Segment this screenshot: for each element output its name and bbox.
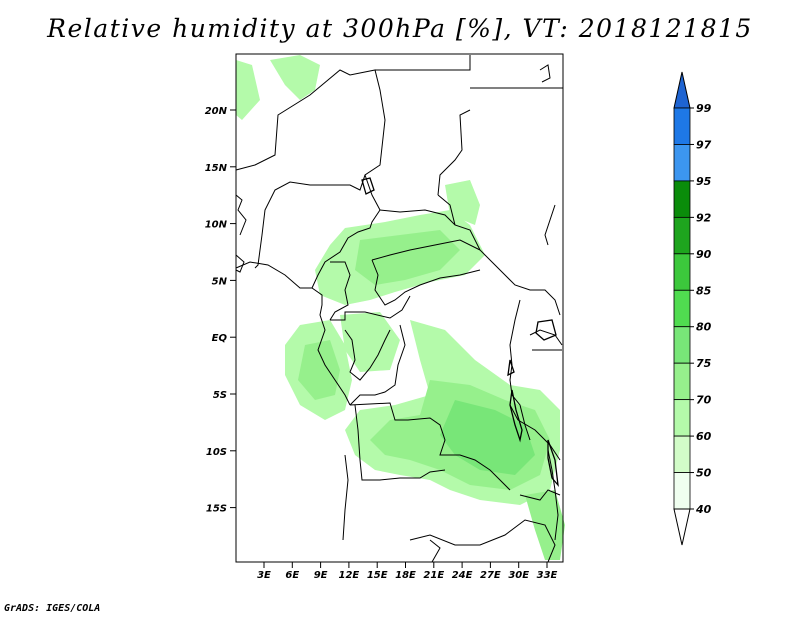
border-line bbox=[342, 454, 349, 541]
coast-north bbox=[539, 64, 551, 83]
border-line bbox=[371, 259, 481, 306]
border-line bbox=[379, 209, 561, 316]
humidity-patch bbox=[298, 340, 340, 400]
border-line bbox=[329, 261, 351, 321]
lat-label: 15S bbox=[206, 504, 227, 515]
lon-label: 24E bbox=[452, 570, 473, 581]
colorbar-segment bbox=[673, 435, 691, 473]
colorbar-segment bbox=[673, 144, 691, 182]
coastline bbox=[235, 64, 551, 273]
border-line bbox=[354, 404, 446, 481]
colorbar-segment bbox=[673, 399, 691, 437]
colorbar-arrow-top bbox=[673, 71, 691, 109]
lon-label: 9E bbox=[314, 570, 328, 581]
border-line bbox=[437, 109, 471, 196]
colorbar-label: 70 bbox=[696, 394, 712, 407]
lat-label: EQ bbox=[212, 333, 228, 344]
colorbar-arrow-bottom bbox=[673, 508, 691, 546]
lon-label: 12E bbox=[339, 570, 360, 581]
colorbar-label: 50 bbox=[696, 467, 712, 480]
colorbar-label: 60 bbox=[696, 430, 712, 443]
lon-label: 18E bbox=[395, 570, 416, 581]
border-line bbox=[371, 239, 481, 261]
border-line bbox=[344, 329, 391, 381]
colorbar-label: 40 bbox=[695, 503, 712, 516]
lon-label: 3E bbox=[257, 570, 271, 581]
border-line bbox=[509, 404, 561, 461]
lat-label: 5S bbox=[213, 390, 227, 401]
border-line bbox=[409, 519, 556, 563]
lon-label: 15E bbox=[367, 570, 388, 581]
lat-label: 5N bbox=[212, 276, 228, 287]
colorbar-label: 85 bbox=[696, 284, 712, 297]
lat-label: 10S bbox=[206, 447, 227, 458]
credit-label: GrADS: IGES/COLA bbox=[4, 603, 101, 614]
border-line bbox=[349, 324, 406, 406]
coast-west bbox=[235, 254, 245, 273]
border-line bbox=[529, 329, 563, 346]
humidity-patch bbox=[270, 55, 320, 100]
colorbar-segment bbox=[673, 289, 691, 328]
coast-west-2 bbox=[235, 194, 247, 236]
lake-malawi bbox=[547, 439, 559, 488]
colorbar-segment bbox=[673, 107, 691, 145]
colorbar-label: 97 bbox=[696, 138, 712, 151]
colorbar-segment bbox=[673, 472, 691, 510]
border-line bbox=[349, 402, 511, 491]
latitude-axis: 20N 15N 10N 5N EQ 5S 10S 15S bbox=[205, 106, 236, 515]
border-line bbox=[330, 295, 411, 321]
colorbar: 99 97 95 92 90 85 80 75 70 60 50 40 bbox=[673, 71, 712, 546]
lake-kivu bbox=[507, 359, 515, 377]
lat-label: 15N bbox=[205, 163, 228, 174]
longitude-axis: 3E 6E 9E 12E 15E 18E 21E 24E 27E 30E 33E bbox=[257, 562, 558, 581]
border-line bbox=[544, 204, 556, 246]
border-line bbox=[235, 261, 351, 406]
lat-label: 20N bbox=[205, 106, 228, 117]
border-line bbox=[375, 55, 471, 71]
humidity-patch bbox=[355, 230, 460, 285]
colorbar-segment bbox=[673, 362, 691, 401]
humidity-patch bbox=[340, 312, 400, 372]
lon-label: 30E bbox=[508, 570, 529, 581]
lon-label: 21E bbox=[423, 570, 444, 581]
colorbar-label: 80 bbox=[696, 321, 712, 334]
lake-tanganyika bbox=[509, 389, 523, 443]
chart-title: Relative humidity at 300hPa [%], VT: 201… bbox=[47, 14, 753, 43]
colorbar-label: 75 bbox=[696, 357, 712, 370]
lon-label: 27E bbox=[480, 570, 501, 581]
lon-label: 6E bbox=[285, 570, 299, 581]
humidity-patch bbox=[236, 60, 260, 120]
border-line bbox=[509, 299, 531, 441]
colorbar-segment bbox=[673, 253, 691, 291]
border-line bbox=[547, 449, 559, 541]
colorbar-segment bbox=[673, 216, 691, 255]
lon-label: 33E bbox=[537, 570, 558, 581]
colorbar-segment bbox=[673, 180, 691, 218]
lakes bbox=[361, 177, 559, 488]
map-frame bbox=[235, 53, 564, 563]
border-line bbox=[311, 174, 381, 289]
humidity-fill bbox=[236, 55, 565, 560]
borders bbox=[235, 55, 563, 563]
colorbar-segment bbox=[673, 326, 691, 364]
border-line bbox=[437, 194, 456, 226]
border-line bbox=[429, 539, 441, 563]
lat-label: 10N bbox=[205, 220, 228, 231]
humidity-map bbox=[235, 55, 565, 563]
colorbar-label: 92 bbox=[696, 211, 712, 224]
lake-chad bbox=[361, 177, 375, 195]
border-line bbox=[519, 489, 561, 501]
colorbar-label: 90 bbox=[696, 248, 712, 261]
colorbar-label: 95 bbox=[696, 175, 712, 188]
colorbar-label: 99 bbox=[696, 102, 712, 115]
border-line bbox=[235, 69, 386, 269]
lake-victoria bbox=[535, 319, 557, 341]
